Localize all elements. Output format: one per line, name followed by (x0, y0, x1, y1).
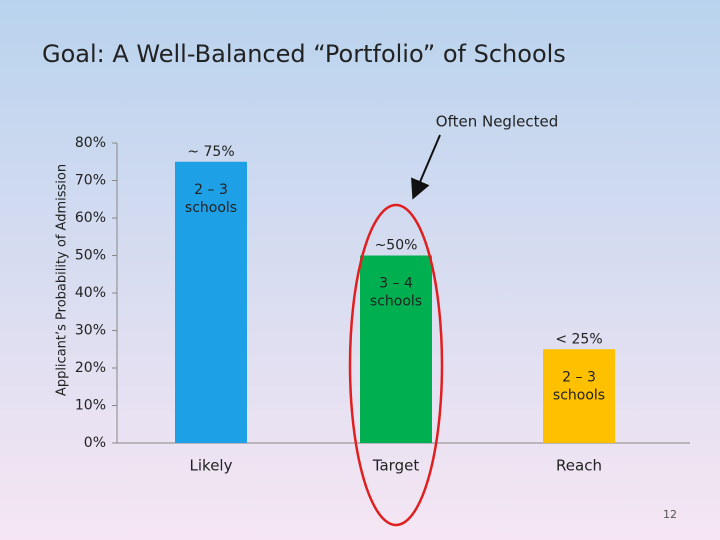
x-tick-label: Likely (190, 457, 233, 475)
page-number: 12 (663, 508, 677, 521)
annotation-arrow (411, 134, 441, 200)
y-tick-label: 70% (75, 173, 106, 189)
y-tick-label: 80% (75, 135, 106, 151)
bar-label: schools (370, 294, 422, 310)
x-tick-label: Target (372, 457, 420, 475)
annotation: Often Neglected (436, 113, 558, 131)
bar-label: 3 – 4 (379, 276, 413, 292)
value-label: ~ 75% (187, 144, 234, 160)
bar-label: schools (553, 387, 605, 403)
y-tick-label: 50% (75, 248, 106, 264)
x-tick-label: Reach (556, 457, 602, 475)
bar (543, 349, 615, 443)
y-tick-label: 30% (75, 323, 106, 339)
bar (175, 161, 247, 443)
bar (360, 255, 432, 443)
value-label: ~50% (375, 238, 418, 254)
y-tick-label: 20% (75, 360, 106, 376)
bar-label: 2 – 3 (562, 369, 596, 385)
y-tick-label: 0% (84, 435, 106, 451)
y-tick-label: 40% (75, 285, 106, 301)
y-tick-label: 10% (75, 398, 106, 414)
y-axis-label: Applicant’s Probability of Admission (55, 164, 70, 396)
bar-label: 2 – 3 (194, 182, 228, 198)
slide-title: Goal: A Well-Balanced “Portfolio” of Sch… (42, 40, 566, 68)
bar-label: schools (185, 200, 237, 216)
y-tick-label: 60% (75, 210, 106, 226)
highlight-ellipse (348, 203, 444, 527)
value-label: < 25% (555, 331, 602, 347)
